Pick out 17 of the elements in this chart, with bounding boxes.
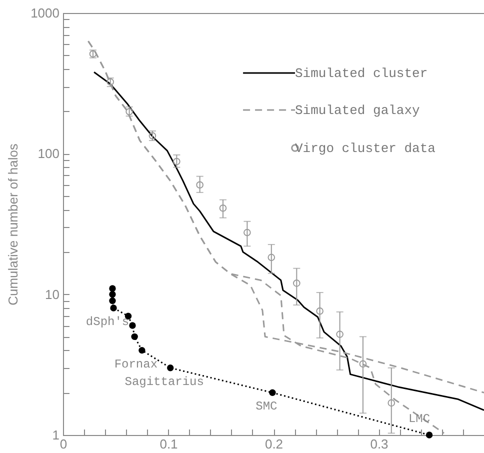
- legend-label: Simulated galaxy: [295, 103, 420, 118]
- annotation: dSph's: [86, 314, 130, 329]
- y-tick-label: 1: [52, 428, 60, 442]
- annotation: Fornax: [114, 357, 158, 372]
- legend-label: Simulated cluster: [295, 66, 428, 81]
- x-tick-label: 0: [60, 436, 68, 452]
- x-tick-label: 0.3: [370, 436, 388, 452]
- y-tick-label: 100: [38, 146, 60, 162]
- y-axis-title: Cumulative number of halos: [6, 143, 21, 306]
- y-tick-label: 1000: [30, 6, 60, 20]
- annotation: SMC: [256, 400, 278, 414]
- annotation: LMC: [408, 412, 430, 426]
- x-tick-label: 0.2: [264, 436, 284, 452]
- legend-label: Virgo cluster data: [295, 141, 436, 156]
- annotation: Sagittarius: [124, 374, 204, 389]
- y-tick-label: 10: [45, 286, 60, 302]
- x-tick-label: 0.1: [160, 436, 178, 452]
